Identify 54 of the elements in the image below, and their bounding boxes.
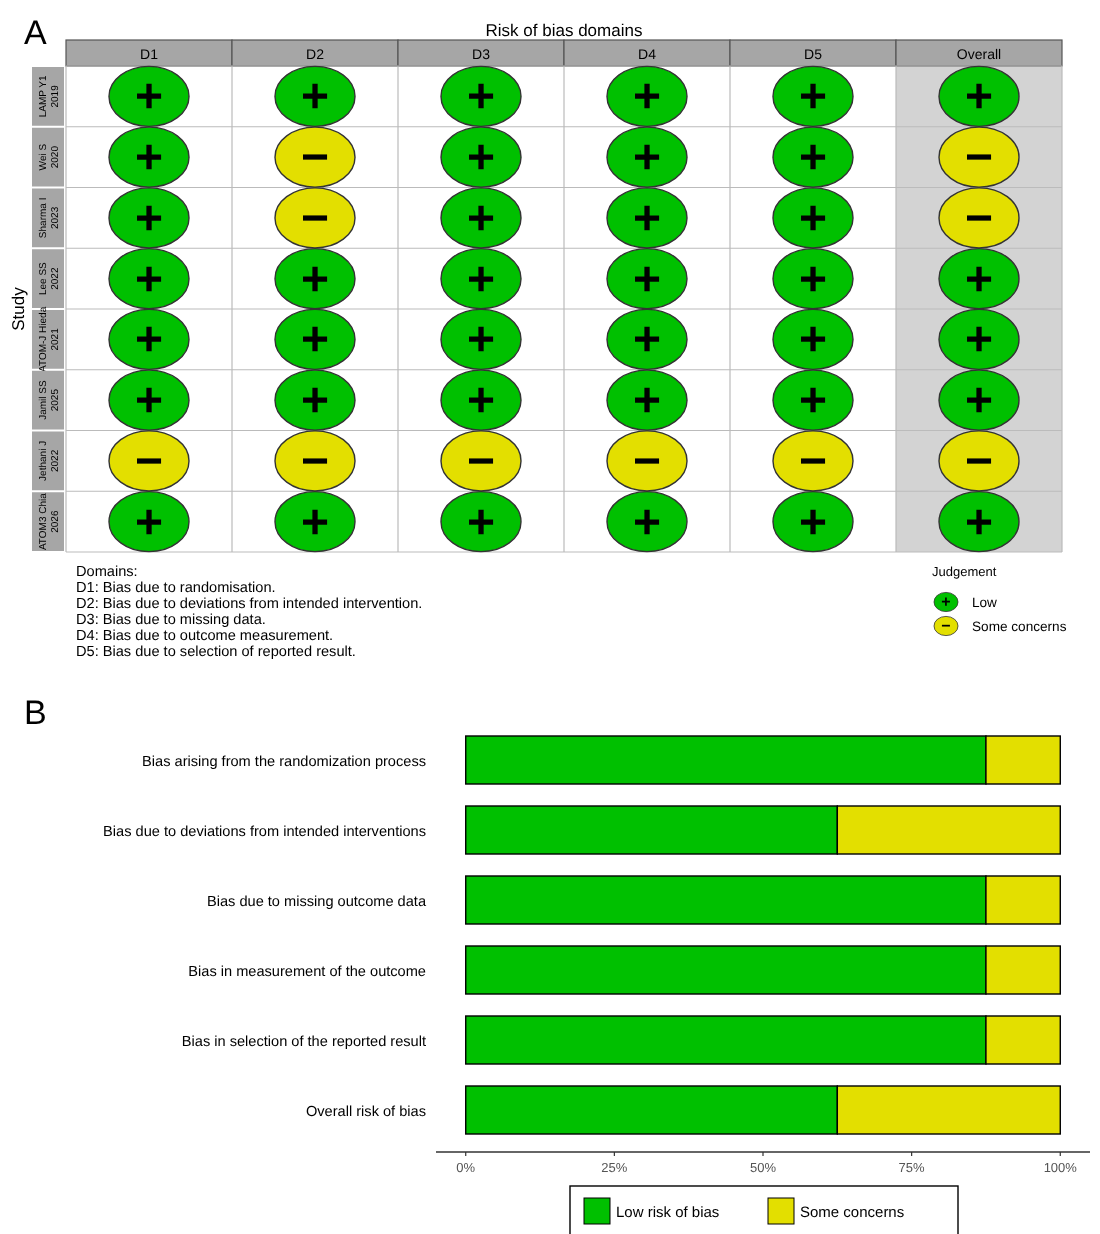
y-axis-title: Study — [8, 285, 28, 331]
text: − — [798, 434, 828, 489]
text: + — [798, 70, 828, 125]
text: + — [466, 191, 496, 246]
text: + — [300, 252, 330, 307]
text: + — [798, 495, 828, 550]
text: − — [466, 434, 496, 489]
text: + — [466, 131, 496, 186]
text: − — [632, 434, 662, 489]
text: + — [134, 495, 164, 550]
text: + — [964, 495, 994, 550]
text: + — [632, 495, 662, 550]
text: + — [798, 374, 828, 429]
text: + — [632, 191, 662, 246]
text: + — [300, 495, 330, 550]
text: + — [964, 313, 994, 368]
text: + — [466, 313, 496, 368]
text: B — [24, 694, 47, 732]
text: − — [300, 191, 330, 246]
text: − — [134, 434, 164, 489]
text: − — [300, 131, 330, 186]
text: + — [964, 252, 994, 307]
text: + — [300, 313, 330, 368]
x-axis-title: Risk of bias domains — [485, 20, 643, 40]
text: + — [466, 374, 496, 429]
text: + — [632, 131, 662, 186]
text: − — [300, 434, 330, 489]
text: − — [964, 131, 994, 186]
text: + — [632, 313, 662, 368]
text: + — [798, 131, 828, 186]
text: − — [964, 434, 994, 489]
text: + — [134, 70, 164, 125]
text: + — [134, 252, 164, 307]
judgement-key-icon: − — [933, 616, 959, 636]
text: + — [466, 252, 496, 307]
text: + — [134, 313, 164, 368]
text: A — [24, 14, 48, 52]
text: + — [300, 70, 330, 125]
text: + — [466, 70, 496, 125]
text: + — [798, 313, 828, 368]
text: + — [300, 374, 330, 429]
text: + — [798, 191, 828, 246]
text: + — [134, 191, 164, 246]
text: + — [134, 374, 164, 429]
text: + — [798, 252, 828, 307]
judgement-key-icon: + — [933, 592, 959, 612]
text: + — [632, 70, 662, 125]
text: + — [466, 495, 496, 550]
text: + — [134, 131, 164, 186]
text: + — [964, 70, 994, 125]
text: + — [632, 252, 662, 307]
text: + — [632, 374, 662, 429]
text: − — [964, 191, 994, 246]
text: + — [964, 374, 994, 429]
